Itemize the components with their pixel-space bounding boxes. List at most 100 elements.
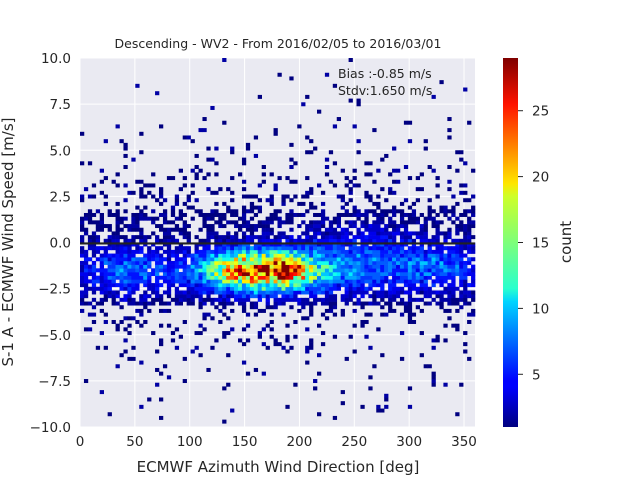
heatmap-cell [226, 205, 231, 210]
heatmap-cell [249, 231, 255, 236]
heatmap-cell [226, 257, 231, 262]
heatmap-cell [399, 212, 405, 217]
heatmap-cell [178, 216, 183, 221]
heatmap-cell [222, 120, 227, 125]
heatmap-cell [281, 220, 286, 225]
heatmap-cell [467, 290, 472, 295]
heatmap-cell [226, 275, 231, 280]
y-tick-label: 0.0 [50, 236, 71, 252]
heatmap-cell [135, 308, 140, 313]
heatmap-cell [388, 231, 393, 236]
heatmap-cell [261, 275, 266, 280]
heatmap-cell [91, 260, 97, 265]
heatmap-cell [380, 305, 385, 310]
heatmap-cell [328, 301, 334, 306]
heatmap-cell [131, 260, 136, 265]
heatmap-cell [269, 290, 274, 295]
heatmap-cell [297, 264, 302, 269]
heatmap-cell [435, 212, 440, 217]
heatmap-cell [202, 316, 207, 321]
heatmap-cell [95, 268, 101, 273]
heatmap-cell [293, 260, 298, 265]
heatmap-cell [455, 249, 460, 254]
heatmap-cell [423, 238, 428, 243]
heatmap-cell [324, 172, 330, 177]
heatmap-cell [186, 224, 191, 229]
heatmap-cell [301, 272, 306, 277]
heatmap-cell [238, 268, 243, 273]
heatmap-cell [162, 308, 168, 313]
heatmap-cell [143, 297, 148, 302]
heatmap-cell [320, 231, 326, 236]
heatmap-cell [131, 238, 136, 243]
heatmap-cell [210, 235, 215, 240]
heatmap-cell [463, 342, 468, 347]
heatmap-cell [155, 286, 160, 291]
heatmap-cell [360, 294, 365, 299]
heatmap-cell [206, 268, 211, 273]
heatmap-cell [467, 246, 472, 251]
heatmap-cell [419, 264, 424, 269]
heatmap-cell [340, 249, 345, 254]
heatmap-cell [91, 272, 97, 277]
heatmap-cell [111, 253, 116, 258]
heatmap-cell [107, 294, 112, 299]
heatmap-cell [111, 319, 116, 324]
heatmap-cell [151, 183, 156, 188]
heatmap-cell [320, 283, 326, 288]
heatmap-cell [265, 231, 270, 236]
heatmap-cell [186, 253, 191, 258]
heatmap-cell [399, 260, 405, 265]
heatmap-cell [451, 323, 456, 328]
heatmap-cell [273, 238, 278, 243]
heatmap-cell [407, 249, 413, 254]
heatmap-cell [305, 349, 310, 354]
heatmap-cell [269, 172, 274, 177]
heatmap-cell [447, 283, 452, 288]
heatmap-cell [348, 58, 353, 62]
heatmap-cell [245, 312, 251, 317]
heatmap-cell [166, 220, 172, 225]
heatmap-cell [202, 238, 207, 243]
heatmap-cell [352, 279, 357, 284]
heatmap-cell [435, 279, 440, 284]
heatmap-cell [392, 231, 397, 236]
heatmap-cell [127, 268, 132, 273]
heatmap-cell [309, 220, 314, 225]
heatmap-cell [103, 253, 108, 258]
heatmap-cell [293, 286, 298, 291]
heatmap-cell [348, 253, 353, 258]
heatmap-cell [87, 194, 93, 199]
heatmap-cell [277, 176, 282, 181]
heatmap-cell [257, 260, 262, 265]
heatmap-cell [214, 161, 219, 166]
heatmap-cell [439, 294, 444, 299]
heatmap-cell [226, 249, 231, 254]
heatmap-cell [407, 212, 413, 217]
heatmap-cell [265, 264, 270, 269]
heatmap-cell [230, 150, 235, 155]
heatmap-cell [447, 257, 452, 262]
heatmap-cell [194, 268, 199, 273]
heatmap-cell [202, 272, 207, 277]
heatmap-cell [222, 238, 227, 243]
heatmap-cell [83, 301, 89, 306]
heatmap-cell [443, 286, 448, 291]
heatmap-cell [103, 249, 108, 254]
heatmap-cell [396, 168, 401, 173]
heatmap-cell [261, 238, 266, 243]
heatmap-cell [147, 260, 152, 265]
heatmap-cell [411, 231, 417, 236]
heatmap-cell [463, 227, 468, 232]
heatmap-cell [297, 283, 302, 288]
heatmap-cell [186, 235, 191, 240]
heatmap-cell [372, 294, 377, 299]
y-tick-label: −2.5 [38, 282, 71, 298]
heatmap-cell [364, 224, 369, 229]
heatmap-cell [123, 286, 128, 291]
heatmap-cell [222, 312, 227, 317]
heatmap-cell [380, 253, 385, 258]
heatmap-cell [368, 227, 373, 232]
heatmap-cell [324, 279, 330, 284]
heatmap-cell [190, 301, 195, 306]
